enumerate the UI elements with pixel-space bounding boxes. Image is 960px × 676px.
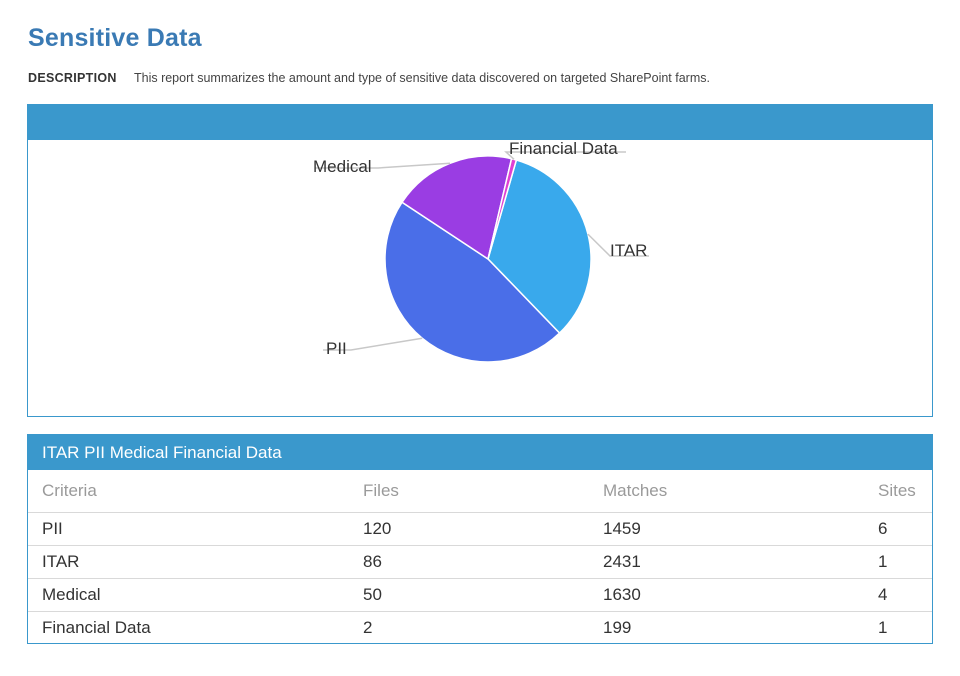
cell-sites: 1 <box>878 545 932 579</box>
column-header-criteria[interactable]: Criteria <box>28 470 363 513</box>
chart-panel: ITAR PII Medical Financial Data <box>27 104 933 417</box>
table-row: Medical 50 1630 4 <box>28 578 932 612</box>
description-label: DESCRIPTION <box>28 71 117 85</box>
page-title: Sensitive Data <box>28 24 202 52</box>
pie-label-medical: Medical <box>313 157 372 176</box>
cell-sites: 6 <box>878 512 932 546</box>
cell-sites: 4 <box>878 578 932 612</box>
leader-line <box>323 337 423 351</box>
cell-criteria: Financial Data <box>42 618 151 637</box>
pie-label-financial-data: Financial Data <box>509 140 618 158</box>
column-header-sites[interactable]: Sites <box>878 470 932 513</box>
leader-line <box>315 162 451 169</box>
data-table-panel: ITAR PII Medical Financial Data Criteria… <box>27 434 933 644</box>
cell-criteria: Medical <box>28 578 363 612</box>
cell-files: 50 <box>363 578 603 612</box>
table-row: ITAR 86 2431 1 <box>28 545 932 579</box>
pie-label-itar: ITAR <box>610 241 647 260</box>
leader-line <box>504 151 626 160</box>
chart-header-band <box>28 105 932 140</box>
description-row: DESCRIPTION This report summarizes the a… <box>28 71 710 85</box>
cell-matches: 199 <box>603 618 632 637</box>
cell-criteria: ITAR <box>28 545 363 579</box>
table-row: Financial Data 2 199 1 <box>28 612 932 645</box>
data-table: Criteria Files Matches Sites PII 120 145… <box>28 470 932 644</box>
table-header-title: ITAR PII Medical Financial Data <box>28 435 932 470</box>
table-header-row: Criteria Files Matches Sites <box>28 470 932 513</box>
cell-files: 120 <box>363 512 603 546</box>
description-text: This report summarizes the amount and ty… <box>133 71 710 85</box>
column-header-files[interactable]: Files <box>363 470 603 513</box>
cell-matches: 1630 <box>603 578 878 612</box>
cell-matches: 1459 <box>603 512 878 546</box>
cell-files: 86 <box>363 545 603 579</box>
cell-criteria: PII <box>28 512 363 546</box>
cell-files: 2 <box>363 618 373 637</box>
table-row: PII 120 1459 6 <box>28 512 932 546</box>
pie-chart: ITAR PII Medical Financial Data <box>313 140 649 363</box>
pie-label-pii: PII <box>326 339 347 358</box>
pie-slice-financial-data[interactable] <box>487 157 518 260</box>
cell-matches: 2431 <box>603 545 878 579</box>
leader-line <box>587 233 649 257</box>
column-header-matches[interactable]: Matches <box>603 470 878 513</box>
cell-sites: 1 <box>878 618 888 637</box>
